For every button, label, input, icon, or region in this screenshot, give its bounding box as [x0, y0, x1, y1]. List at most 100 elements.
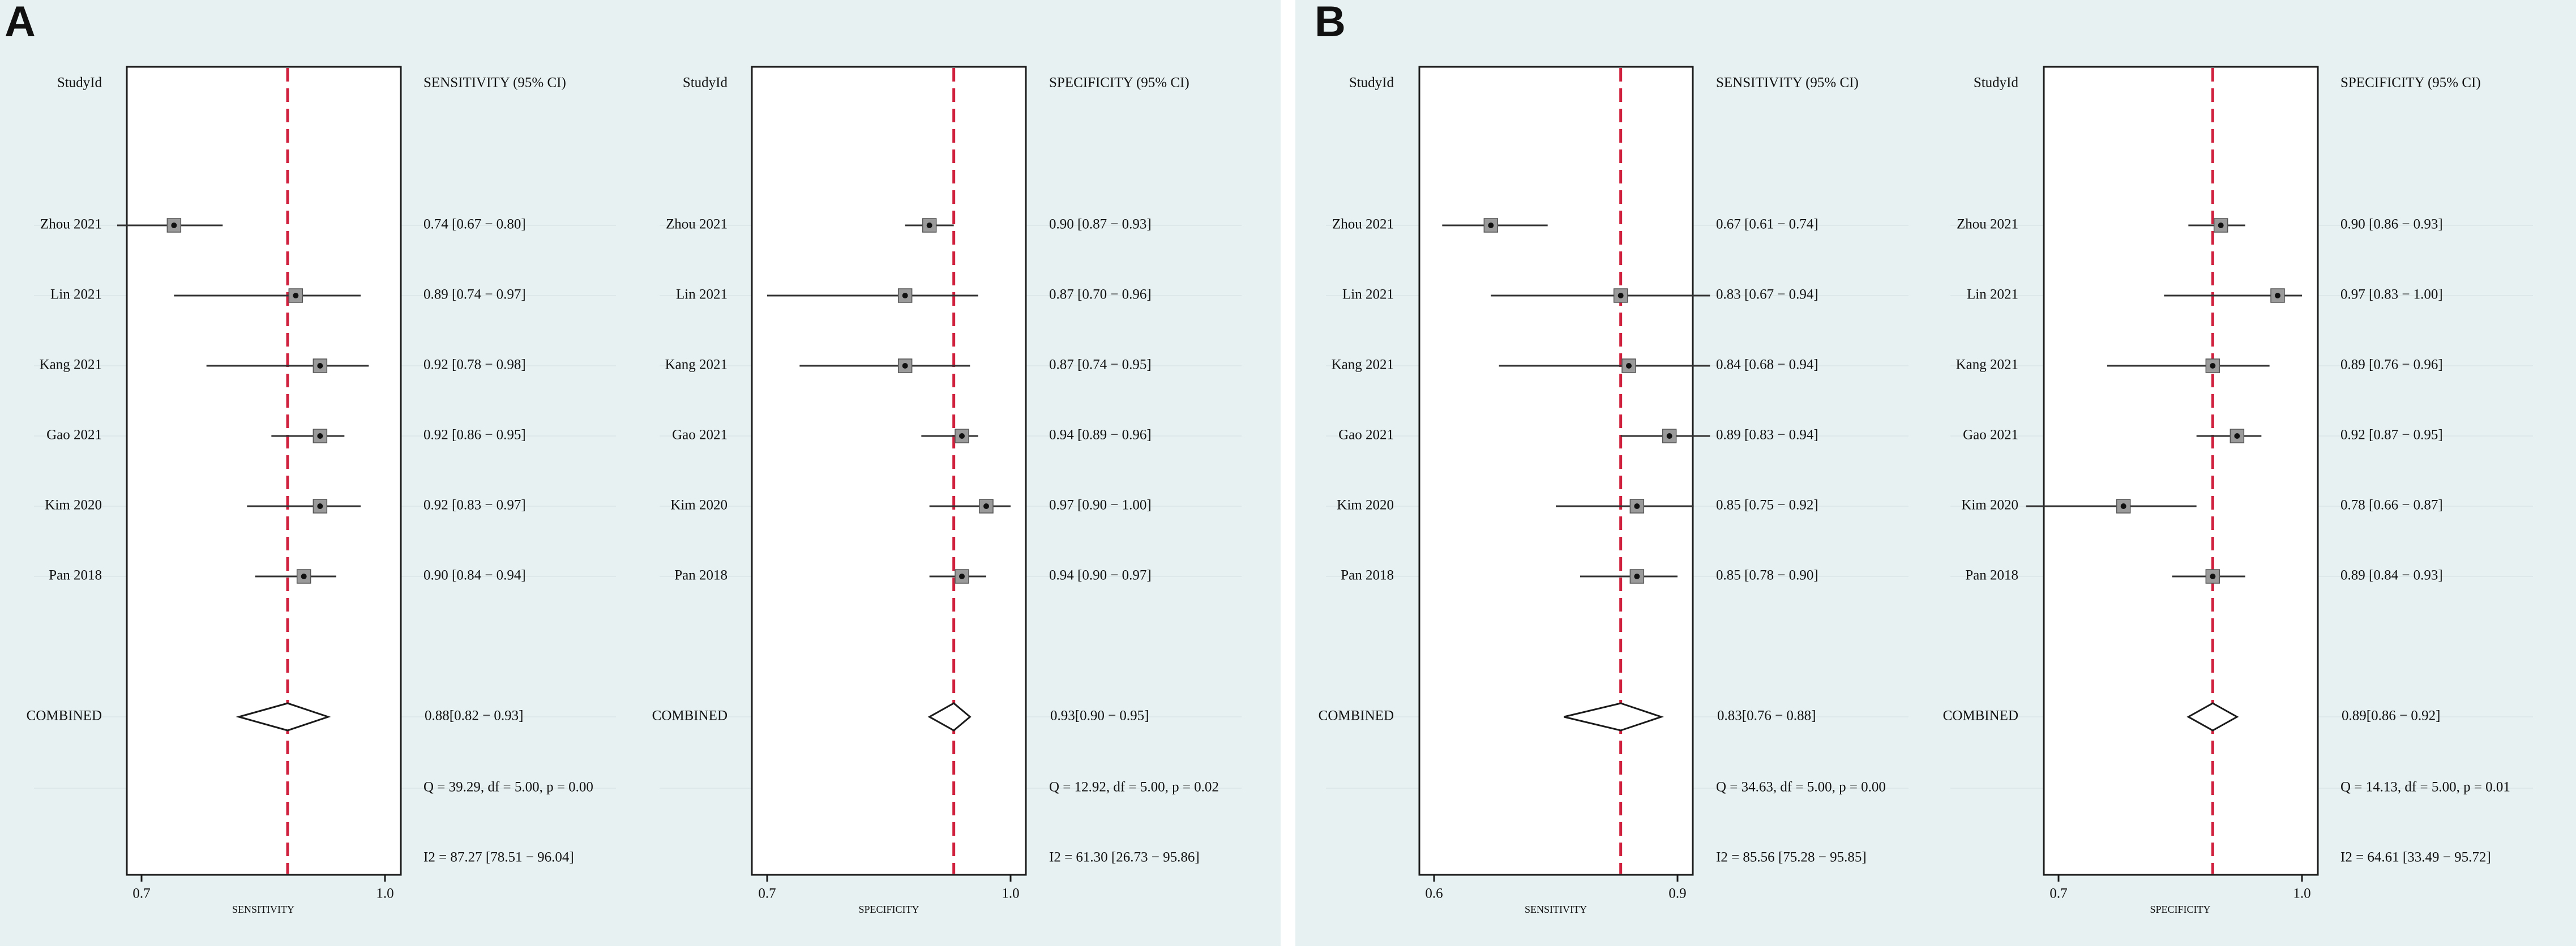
sens-a-kim-2020-ci-value: 0.92 [0.83 − 0.97]: [423, 498, 526, 513]
spec-a-i2-statistic: I2 = 61.30 [26.73 − 95.86]: [1049, 850, 1200, 865]
spec-b-pan-2018-study-label: Pan 2018: [1965, 568, 2018, 583]
sens-b-combined-diamond: [1563, 702, 1664, 732]
sens-b-zhou-2021-ci-value: 0.67 [0.61 − 0.74]: [1716, 217, 1818, 232]
sens-a-gao-2021-ci-value: 0.92 [0.86 − 0.95]: [423, 428, 526, 443]
spec-b-pan-2018-point-center: [2210, 574, 2216, 579]
sens-a-q-statistic: Q = 39.29, df = 5.00, p = 0.00: [423, 780, 593, 795]
sens-b-zhou-2021-study-label: Zhou 2021: [1332, 217, 1394, 232]
spec-b-kang-2021-study-label: Kang 2021: [1956, 357, 2018, 373]
spec-b-combined-label: COMBINED: [1943, 708, 2018, 724]
spec-b-gao-2021-study-label: Gao 2021: [1963, 428, 2018, 443]
spec-a-combined-label: COMBINED: [652, 708, 728, 724]
spec-a-zhou-2021-ci-value: 0.90 [0.87 − 0.93]: [1049, 217, 1152, 232]
spec-a-x-tick-label: 0.7: [758, 886, 776, 901]
spec-a-kang-2021-ci-value: 0.87 [0.74 − 0.95]: [1049, 357, 1152, 373]
spec-a-combined-ci-value: 0.93[0.90 − 0.95]: [1050, 708, 1149, 724]
spec-a-pan-2018-point-marker: [955, 569, 969, 584]
spec-a-kim-2020-study-label: Kim 2020: [670, 498, 728, 513]
spec-a-ci-column-header: SPECIFICITY (95% CI): [1049, 75, 1189, 91]
sens-b-combined-ci-value: 0.83[0.76 − 0.88]: [1717, 708, 1816, 724]
spec-a-lin-2021-point-center: [902, 293, 908, 298]
sens-b-i2-statistic: I2 = 85.56 [75.28 − 95.85]: [1716, 850, 1867, 865]
sens-b-kang-2021-point-center: [1626, 363, 1632, 369]
spec-a-studyid-header: StudyId: [683, 75, 728, 91]
spec-a-zhou-2021-point-center: [926, 223, 932, 228]
sens-b-kim-2020-study-label: Kim 2020: [1337, 498, 1394, 513]
sens-a-studyid-header: StudyId: [57, 75, 102, 91]
spec-b-studyid-header: StudyId: [1974, 75, 2019, 91]
spec-b-gao-2021-ci-value: 0.92 [0.87 − 0.95]: [2340, 428, 2443, 443]
spec-b-combined-diamond: [2186, 702, 2239, 732]
sens-b-lin-2021-ci-value: 0.83 [0.67 − 0.94]: [1716, 287, 1818, 302]
sens-a-ci-column-header: SENSITIVITY (95% CI): [423, 75, 566, 91]
sens-b-pan-2018-study-label: Pan 2018: [1341, 568, 1394, 583]
spec-b-zhou-2021-study-label: Zhou 2021: [1957, 217, 2018, 232]
spec-b-lin-2021-ci-value: 0.97 [0.83 − 1.00]: [2340, 287, 2443, 302]
sens-a-kim-2020-study-label: Kim 2020: [45, 498, 102, 513]
sens-b-kim-2020-point-center: [1634, 503, 1640, 509]
sens-b-lin-2021-point-center: [1618, 293, 1624, 298]
sens-a-lin-2021-point-center: [293, 293, 299, 298]
sens-a-zhou-2021-study-label: Zhou 2021: [40, 217, 102, 232]
sens-b-x-tick-label: 0.9: [1668, 886, 1686, 901]
spec-b-x-axis-label: SPECIFICITY: [2150, 904, 2210, 915]
sens-a-lin-2021-ci-value: 0.89 [0.74 − 0.97]: [423, 287, 526, 302]
spec-a-q-statistic: Q = 12.92, df = 5.00, p = 0.02: [1049, 780, 1219, 795]
sens-b-q-statistic: Q = 34.63, df = 5.00, p = 0.00: [1716, 780, 1886, 795]
spec-b-lin-2021-point-center: [2275, 293, 2280, 298]
sens-a-x-axis-label: SENSITIVITY: [232, 904, 294, 915]
spec-a-kim-2020-point-center: [983, 503, 989, 509]
sens-b-kang-2021-ci-value: 0.84 [0.68 − 0.94]: [1716, 357, 1818, 373]
spec-a-gao-2021-ci-value: 0.94 [0.89 − 0.96]: [1049, 428, 1152, 443]
sens-a-pan-2018-ci-value: 0.90 [0.84 − 0.94]: [423, 568, 526, 583]
spec-b-ci-column-header: SPECIFICITY (95% CI): [2340, 75, 2481, 91]
panel-label-b: B: [1315, 0, 1346, 46]
sens-b-plot-frame: [1418, 66, 1694, 876]
spec-b-combined-ci-value: 0.89[0.86 − 0.92]: [2342, 708, 2441, 724]
sens-b-gao-2021-study-label: Gao 2021: [1338, 428, 1394, 443]
spec-a-lin-2021-ci-value: 0.87 [0.70 − 0.96]: [1049, 287, 1152, 302]
sens-a-kim-2020-point-center: [317, 503, 323, 509]
spec-b-kim-2020-study-label: Kim 2020: [1961, 498, 2018, 513]
sens-b-x-tick-label: 0.6: [1425, 886, 1443, 901]
spec-a-kim-2020-ci-value: 0.97 [0.90 − 1.00]: [1049, 498, 1152, 513]
sens-a-kang-2021-study-label: Kang 2021: [40, 357, 102, 373]
sens-a-combined-ci-value: 0.88[0.82 − 0.93]: [425, 708, 524, 724]
spec-a-x-tick-label: 1.0: [1002, 886, 1019, 901]
spec-b-zhou-2021-point-center: [2218, 223, 2224, 228]
sens-a-plot-frame: [126, 66, 402, 876]
sens-b-lin-2021-study-label: Lin 2021: [1342, 287, 1394, 302]
spec-b-i2-statistic: I2 = 64.61 [33.49 − 95.72]: [2340, 850, 2491, 865]
sens-a-x-tick-label: 0.7: [132, 886, 150, 901]
spec-a-pan-2018-ci-value: 0.94 [0.90 − 0.97]: [1049, 568, 1152, 583]
spec-a-pan-2018-study-label: Pan 2018: [674, 568, 728, 583]
sens-a-gao-2021-study-label: Gao 2021: [46, 428, 102, 443]
sens-b-studyid-header: StudyId: [1349, 75, 1394, 91]
sens-a-pan-2018-study-label: Pan 2018: [49, 568, 102, 583]
sens-a-lin-2021-point-marker: [288, 288, 303, 303]
sens-a-zhou-2021-point-center: [171, 223, 177, 228]
sens-a-combined-diamond: [236, 702, 331, 732]
sens-a-kang-2021-ci-value: 0.92 [0.78 − 0.98]: [423, 357, 526, 373]
spec-a-kang-2021-study-label: Kang 2021: [665, 357, 728, 373]
sens-a-x-tick-label: 1.0: [376, 886, 393, 901]
spec-b-x-tick-label: 1.0: [2293, 886, 2310, 901]
sens-a-zhou-2021-ci-value: 0.74 [0.67 − 0.80]: [423, 217, 526, 232]
sens-a-pan-2018-point-center: [301, 574, 307, 579]
spec-a-kang-2021-point-center: [902, 363, 908, 369]
sens-a-kang-2021-point-center: [317, 363, 323, 369]
spec-b-lin-2021-study-label: Lin 2021: [1967, 287, 2018, 302]
sens-a-lin-2021-study-label: Lin 2021: [50, 287, 102, 302]
spec-b-kim-2020-ci-value: 0.78 [0.66 − 0.87]: [2340, 498, 2443, 513]
sens-b-gao-2021-ci-value: 0.89 [0.83 − 0.94]: [1716, 428, 1818, 443]
spec-b-gao-2021-point-center: [2234, 433, 2240, 439]
panel-label-a: A: [5, 0, 36, 46]
spec-b-pan-2018-ci-value: 0.89 [0.84 − 0.93]: [2340, 568, 2443, 583]
sens-a-combined-label: COMBINED: [27, 708, 102, 724]
spec-b-kang-2021-point-center: [2210, 363, 2216, 369]
spec-a-x-axis-label: SPECIFICITY: [858, 904, 919, 915]
spec-b-kim-2020-point-center: [2120, 503, 2126, 509]
spec-b-plot-frame: [2043, 66, 2319, 876]
sens-b-x-axis-label: SENSITIVITY: [1525, 904, 1587, 915]
